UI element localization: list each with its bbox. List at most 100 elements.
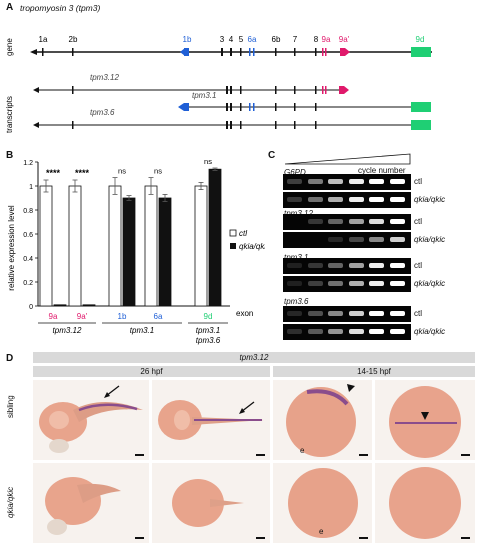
gel-band (287, 281, 302, 286)
bar-ctl (68, 185, 82, 307)
gene-line (30, 47, 432, 57)
gel-lane-row (283, 306, 411, 322)
gel-band (348, 281, 364, 286)
gene-label-g6pd: G6PD (284, 168, 306, 177)
y-tick-label: 1.2 (23, 160, 33, 167)
row-label-mutant: qkia/qkic (6, 486, 15, 518)
gene-structure-diagram: gene transcripts 1a 2b 1b 3 4 5 6a 6b 7 … (5, 35, 432, 133)
exon-label-9a-prime: 9a' (339, 35, 350, 44)
gel-band (287, 179, 302, 184)
legend-label-mutant: qkia/qkic (239, 242, 265, 251)
row-label-mutant: qkia/qkic (414, 327, 446, 336)
embryo-photo-sibling-dorsal-26hpf (152, 380, 270, 460)
gel-band (307, 281, 323, 286)
exon-label-5: 5 (239, 35, 244, 44)
gel-band (287, 311, 302, 316)
scale-bar (359, 537, 368, 539)
bar-mutant (208, 168, 222, 307)
gel-band (369, 329, 384, 334)
gel-band (369, 281, 384, 286)
category-label: 9a (49, 312, 58, 321)
legend-swatch-mutant (230, 243, 236, 249)
group-label-tpm3-1-tpm3-6-line2: tpm3.6 (196, 336, 221, 345)
gel-band (369, 311, 384, 316)
exon-label-1b: 1b (183, 35, 192, 44)
exon-label-4: 4 (229, 35, 234, 44)
significance-label: ns (204, 157, 212, 166)
gel-band (328, 197, 343, 202)
scale-bar (256, 454, 265, 456)
x-axis-label: exon (236, 309, 253, 318)
gel-band (348, 219, 364, 224)
bar-ctl (39, 185, 53, 307)
embryo-photo-sibling-lateral-26hpf (33, 380, 149, 460)
category-label: 9d (204, 312, 213, 321)
gel-band (389, 197, 405, 202)
category-label: 1b (118, 312, 127, 321)
gel-band (328, 179, 343, 184)
bar-ctl (144, 185, 158, 307)
gel-lane-row (283, 174, 411, 190)
exon-label-6b: 6b (272, 35, 281, 44)
scale-bar (461, 454, 470, 456)
group-label-tpm3-12: tpm3.12 (53, 326, 82, 335)
group-label-tpm3-1: tpm3.1 (130, 326, 154, 335)
stage-label-26hpf: 26 hpf (33, 366, 270, 377)
exon-label-3: 3 (220, 35, 225, 44)
gel-band (389, 219, 405, 224)
significance-label: ns (154, 167, 162, 176)
gel-band (348, 197, 364, 202)
gel-band (389, 237, 405, 242)
gel-lane-row (283, 324, 411, 340)
category-label: 9a' (77, 312, 88, 321)
row-label-ctl: ctl (414, 217, 422, 226)
gel-band (348, 329, 364, 334)
y-tick-label: 0.2 (23, 280, 33, 287)
arrowhead-icon (347, 384, 355, 392)
gene-label: tpm3.12 (284, 209, 313, 218)
row-label-mutant: qkia/qkic (414, 235, 446, 244)
gel-band (389, 329, 405, 334)
significance-label: ns (118, 167, 126, 176)
gel-band (287, 263, 302, 268)
gel-band (369, 263, 384, 268)
transcripts-side-label: transcripts (5, 96, 14, 133)
panel-a-label: A (6, 2, 14, 13)
gel-band (328, 263, 343, 268)
cycle-wedge (284, 153, 411, 165)
gel-band (389, 263, 405, 268)
gel-lane-row (283, 258, 411, 274)
exon-label-7: 7 (293, 35, 298, 44)
gel-band (328, 311, 343, 316)
gel-band (348, 311, 364, 316)
gene-side-label: gene (5, 38, 14, 56)
legend-swatch-ctl (229, 229, 237, 237)
gel-band (389, 311, 405, 316)
scale-bar (359, 454, 368, 456)
y-axis-label: relative expression level (7, 205, 16, 291)
gel-band (307, 263, 323, 268)
significance-label: **** (75, 168, 90, 178)
row-label-ctl: ctl (414, 309, 422, 318)
embryo-photo-sibling-lateral-14hpf: e (273, 380, 372, 460)
bar-mutant (158, 197, 172, 307)
gel-band (348, 237, 364, 242)
bar-mutant (122, 197, 136, 307)
gel-lane-row (283, 192, 411, 208)
gel-band (307, 311, 323, 316)
embryo-photo-mutant-lateral-26hpf (33, 463, 149, 543)
bar-mutant (53, 304, 67, 307)
transcript-tpm3-1 (178, 102, 431, 112)
gel-band (369, 179, 384, 184)
gel-band (307, 219, 323, 224)
arrowhead-icon (421, 412, 429, 420)
exon-label-2b: 2b (69, 35, 78, 44)
e-label: e (300, 446, 305, 455)
gel-band (369, 237, 384, 242)
embryo-photo-sibling-dorsal-14hpf (375, 380, 475, 460)
gel-band (369, 197, 384, 202)
y-tick-label: 0.8 (23, 208, 33, 215)
e-label: e (319, 527, 324, 536)
exon-label-8: 8 (314, 35, 319, 44)
scale-bar (461, 537, 470, 539)
